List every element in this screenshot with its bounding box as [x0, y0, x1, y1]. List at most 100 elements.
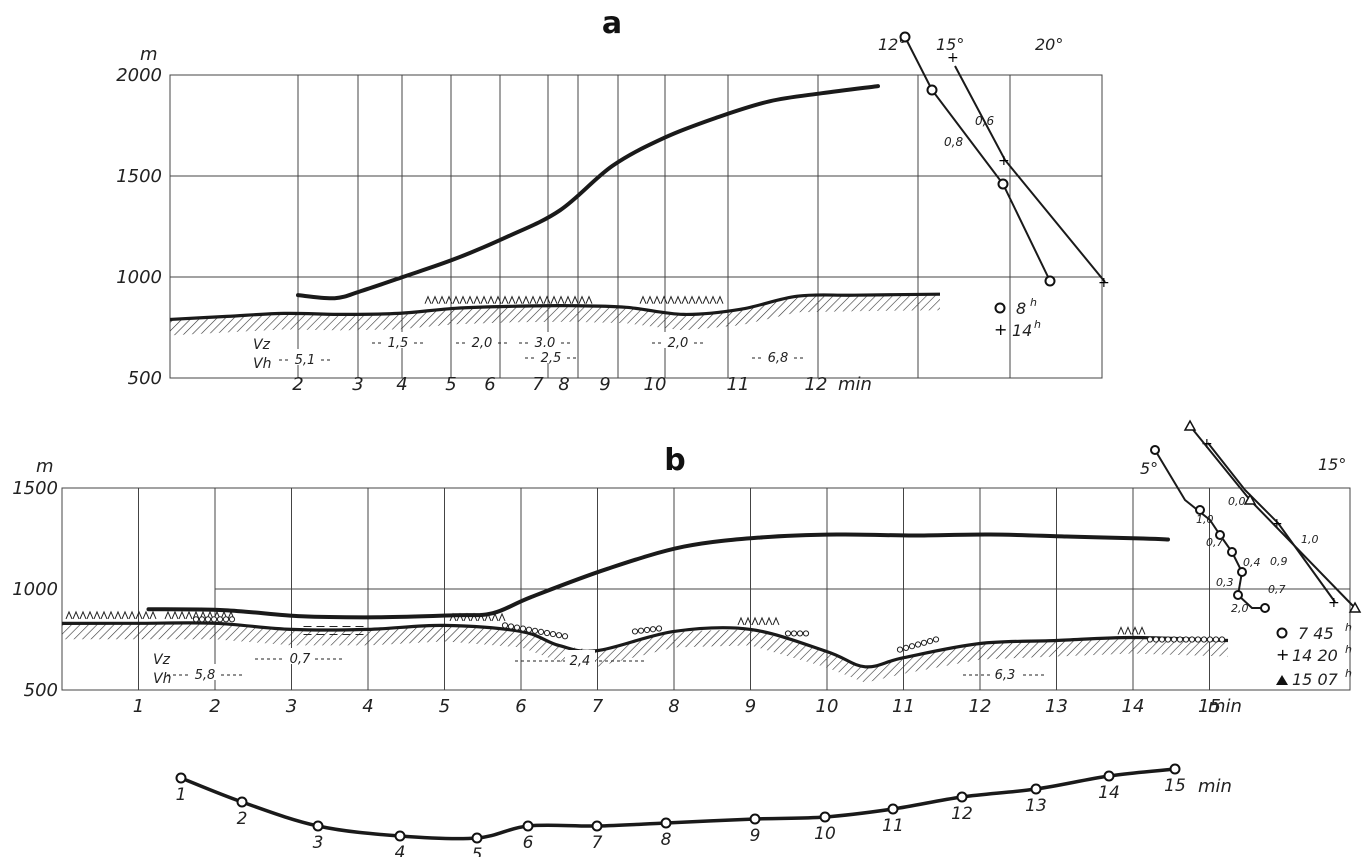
panel-b-cloud-marks: [65, 610, 1226, 653]
panel-a-terrain-line: [169, 292, 941, 322]
panel-b-x-tick-label: 1: [133, 696, 144, 717]
panel-b-sounding-1420-line: [1207, 442, 1336, 603]
panel-a-x-tick-label: 12: [805, 374, 828, 395]
panel-b-cloud-circle: [649, 626, 657, 633]
panel-a-title: a: [602, 6, 622, 41]
panel-a-sounding-8h-point: [899, 31, 911, 43]
panel-b-grid: [61, 487, 1351, 691]
panel-b-x-tick-label: 5: [439, 696, 450, 717]
panel-a-flight-profile: [296, 84, 880, 301]
panel-b-cloud-circle: [525, 626, 533, 633]
panel-a-y-tick-label: 500: [128, 368, 162, 389]
time-track-point: [471, 832, 483, 844]
panel-b-cloud-mark: [107, 610, 115, 620]
panel-b-cloud-circle: [1170, 636, 1178, 643]
panel-a-cloud-mark: [702, 295, 710, 304]
panel-b-cloud-circle: [1206, 636, 1214, 643]
panel-b-gradient-label: 1,0: [1301, 533, 1319, 546]
panel-b-x-tick-label: 12: [969, 696, 992, 717]
panel-a-x-tick-label: 4: [396, 374, 407, 395]
panel-b-cloud-circle: [655, 625, 663, 632]
panel-b-legend-1420: 14 20: [1292, 646, 1338, 665]
panel-b-cloud-circle: [537, 628, 545, 636]
panel-a-cloud-mark: [653, 295, 661, 304]
panel-b-cloud-mark: [1124, 626, 1132, 635]
panel-b-sounding-1507-marker: [1348, 601, 1362, 613]
panel-b-cloud-circle: [926, 638, 934, 645]
panel-a-vz-label: Vz: [253, 337, 271, 353]
panel-b-terrain-hatch: [62, 623, 1228, 683]
panel-b-cloud-circle: [204, 616, 212, 623]
panel-b-x-tick-label: 2: [209, 696, 220, 717]
panel-b-gradient-label: 0,7: [1206, 536, 1224, 549]
panel-a-sounding-8h-point: [926, 84, 938, 96]
panel-b-speed-bg: [285, 648, 315, 664]
panel-a-cloud-mark: [660, 295, 668, 304]
panel-b-cloud-mark: [1117, 626, 1125, 635]
panel-a-cloud-mark: [578, 295, 586, 304]
panel-b-gradient-label: 0,3: [1216, 576, 1234, 589]
panel-b-speed-bg: [565, 650, 595, 666]
panel-b-cloud-mark: [1138, 626, 1146, 635]
panel-a-y-tick-label: 1500: [116, 166, 162, 187]
panel-b-cloud-mark: [737, 616, 745, 626]
panel-b-legend-h-suffix: h: [1345, 621, 1352, 634]
time-track-point-label: 13: [1025, 796, 1047, 816]
panel-b-cloud-circle: [1188, 636, 1196, 643]
panel-a-cloud-mark: [466, 295, 474, 304]
panel-b-cloud-circle: [1152, 636, 1160, 643]
panel-b-gradient-label: 0,4: [1243, 556, 1261, 569]
panel-a-x-tick-label: 10: [644, 374, 667, 395]
panel-a-sounding-14h-marker: +: [947, 50, 959, 66]
panel-a-x-tick-label: 11: [727, 374, 750, 395]
panel-b-gradient-label: 0,7: [1268, 583, 1286, 596]
panel-b-cloud-circle: [555, 632, 563, 639]
time-track-point-label: 9: [750, 826, 761, 846]
panel-a-y-unit: m: [140, 44, 158, 65]
panel-a-cloud-mark: [557, 295, 565, 304]
panel-a-x-ticks: 2 3 4 5 6 7 8 9 10 11 12: [292, 374, 827, 395]
panel-a-cloud-marks: [424, 295, 724, 304]
panel-a-cloud-mark: [424, 295, 432, 304]
time-track-point-label: 10: [814, 824, 836, 844]
panel-a-cloud-mark: [639, 295, 647, 304]
panel-a-cloud-mark: [473, 295, 481, 304]
panel-b-cloud-mark: [164, 610, 172, 620]
panel-b-x-tick-label: 7: [592, 696, 604, 717]
panel-b-legend-plus-icon: +: [1276, 645, 1289, 664]
panel-b-cloud-circle: [507, 623, 515, 630]
panel-a-speed-bg: [764, 347, 792, 363]
panel-b-cloud-circle: [549, 630, 557, 638]
panel-a-speed-bg: [664, 332, 692, 348]
panel-b-cloud-circle: [1212, 636, 1220, 643]
panel-b-sounding-745-points: [1150, 445, 1270, 613]
panel-b-x-tick-label: 4: [362, 696, 373, 717]
panel-b-legend-h-suffix: h: [1345, 667, 1352, 680]
panel-b-cloud-circle: [631, 628, 639, 635]
time-track-point: [1103, 770, 1115, 782]
panel-b-cloud-mark: [93, 610, 101, 620]
panel-b-cloud-mark: [135, 610, 143, 620]
panel-b-cloud-mark: [498, 612, 506, 622]
panel-a-frame: [169, 74, 1103, 379]
panel-b-cloud-circle: [216, 616, 224, 623]
panel-a-cloud-mark: [480, 295, 488, 304]
panel-a-gradient-label: 0,8: [944, 135, 963, 149]
panel-a-speed-label: 6,8: [768, 351, 789, 366]
panel-a-speed-bg: [384, 332, 412, 348]
panel-a-x-tick-label: 5: [445, 374, 456, 395]
panel-a-cloud-mark: [716, 295, 724, 304]
panel-b-cloud-circle: [902, 644, 910, 652]
panel-a-speed-label: 2,0: [472, 336, 493, 351]
panel-a-cloud-mark: [459, 295, 467, 304]
panel-b-sounding-1420-marker: +: [1328, 595, 1340, 611]
panel-b-cloud-mark: [79, 610, 87, 620]
panel-a-cloud-mark: [674, 295, 682, 304]
panel-a-cloud-mark: [536, 295, 544, 304]
time-track-point-label: 1: [176, 785, 187, 805]
panel-a-grid: [169, 74, 1103, 379]
panel-a-cloud-mark: [585, 295, 593, 304]
panel-a-cloud-mark: [487, 295, 495, 304]
panel-a-legend-h-suffix: h: [1030, 296, 1037, 309]
panel-b-cloud-circle: [643, 626, 651, 634]
